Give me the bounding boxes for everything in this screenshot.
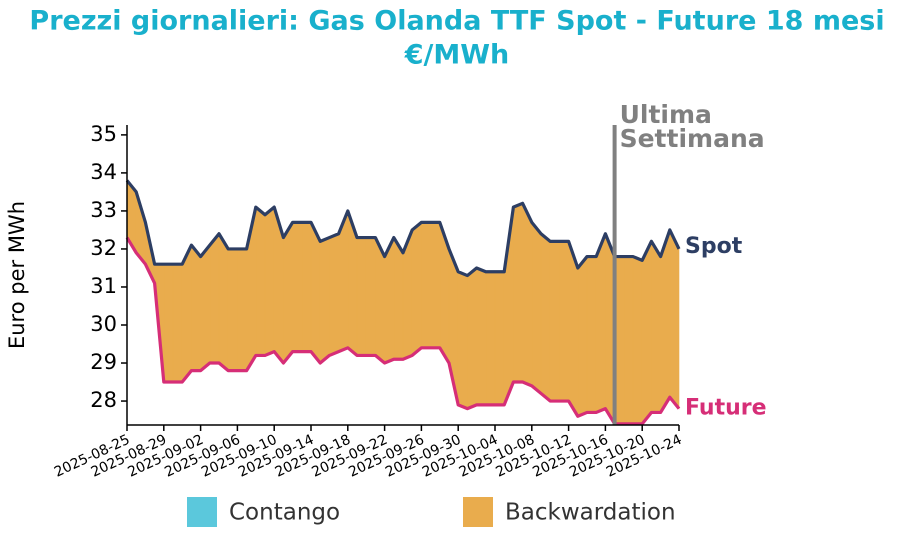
spread-area bbox=[283, 221, 293, 364]
spread-area bbox=[531, 221, 542, 395]
y-tick-label: 31 bbox=[90, 274, 117, 298]
chart-title: Prezzi giornalieri: Gas Olanda TTF Spot … bbox=[29, 6, 884, 37]
series-line bbox=[125, 236, 681, 426]
spread-area bbox=[467, 267, 477, 410]
spread-area bbox=[393, 236, 404, 360]
spread-area bbox=[411, 221, 422, 357]
series-line bbox=[125, 179, 681, 278]
spread-area bbox=[651, 240, 661, 413]
annotation: Ultima bbox=[620, 100, 712, 129]
spread-area bbox=[200, 244, 211, 372]
y-tick-label: 29 bbox=[90, 350, 117, 374]
chart-title: €/MWh bbox=[404, 40, 510, 71]
spread-area bbox=[522, 203, 533, 387]
spread-area bbox=[421, 222, 431, 349]
y-tick-label: 28 bbox=[90, 388, 117, 412]
spread-area bbox=[172, 263, 183, 383]
spread-area bbox=[430, 222, 441, 349]
spread-area bbox=[227, 248, 238, 371]
spread-area bbox=[319, 237, 330, 364]
legend-label: Backwardation bbox=[505, 500, 676, 526]
spread-area bbox=[669, 229, 680, 410]
spread-area bbox=[641, 241, 652, 425]
spread-area bbox=[209, 232, 220, 364]
legend-swatch bbox=[187, 497, 217, 527]
series-label: Spot bbox=[685, 234, 743, 259]
spread-area bbox=[549, 241, 560, 402]
annotation: Settimana bbox=[620, 124, 765, 153]
spread-area bbox=[255, 206, 266, 356]
spread-area bbox=[292, 222, 303, 352]
series-label: Future bbox=[685, 396, 767, 421]
spread-area bbox=[586, 256, 597, 413]
spread-area bbox=[301, 222, 312, 352]
spread-area bbox=[559, 241, 569, 402]
spread-area bbox=[264, 206, 275, 356]
y-tick-label: 30 bbox=[90, 312, 117, 336]
spread-area bbox=[540, 233, 551, 402]
spread-area bbox=[356, 237, 367, 356]
legend-label: Contango bbox=[229, 500, 340, 526]
spread-area bbox=[191, 244, 201, 371]
spread-area bbox=[494, 271, 505, 406]
y-tick-label: 32 bbox=[90, 236, 117, 260]
spread-area bbox=[632, 256, 643, 425]
y-tick-label: 35 bbox=[90, 122, 117, 146]
spread-area bbox=[181, 245, 192, 383]
spread-area bbox=[485, 271, 496, 406]
spread-area bbox=[457, 271, 468, 410]
spread-area bbox=[623, 256, 634, 425]
y-tick-label: 34 bbox=[90, 160, 117, 184]
y-tick-label: 33 bbox=[90, 198, 117, 222]
spread-area bbox=[476, 267, 487, 406]
spread-area bbox=[218, 232, 229, 372]
spread-area bbox=[365, 237, 376, 356]
spread-area bbox=[513, 202, 523, 383]
spread-area bbox=[595, 233, 606, 413]
legend-swatch bbox=[463, 497, 493, 527]
spread-area bbox=[310, 222, 321, 364]
y-axis-label: Euro per MWh bbox=[5, 201, 29, 349]
spread-area bbox=[577, 255, 588, 417]
spread-area bbox=[163, 263, 174, 383]
spread-area bbox=[237, 248, 247, 371]
spread-area bbox=[329, 233, 339, 356]
